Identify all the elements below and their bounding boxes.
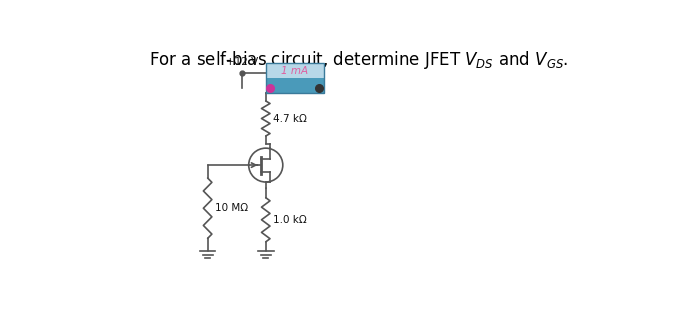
Text: 1.0 kΩ: 1.0 kΩ xyxy=(273,215,307,225)
Text: 4.7 kΩ: 4.7 kΩ xyxy=(273,113,307,124)
Text: +12 V: +12 V xyxy=(226,57,258,67)
FancyBboxPatch shape xyxy=(266,63,324,78)
FancyBboxPatch shape xyxy=(266,78,324,94)
Text: For a self-bias circuit, determine JFET $V_{DS}$ and $V_{GS}$.: For a self-bias circuit, determine JFET … xyxy=(149,49,568,71)
Text: 1 mA: 1 mA xyxy=(281,66,309,76)
Text: 10 MΩ: 10 MΩ xyxy=(215,203,248,213)
